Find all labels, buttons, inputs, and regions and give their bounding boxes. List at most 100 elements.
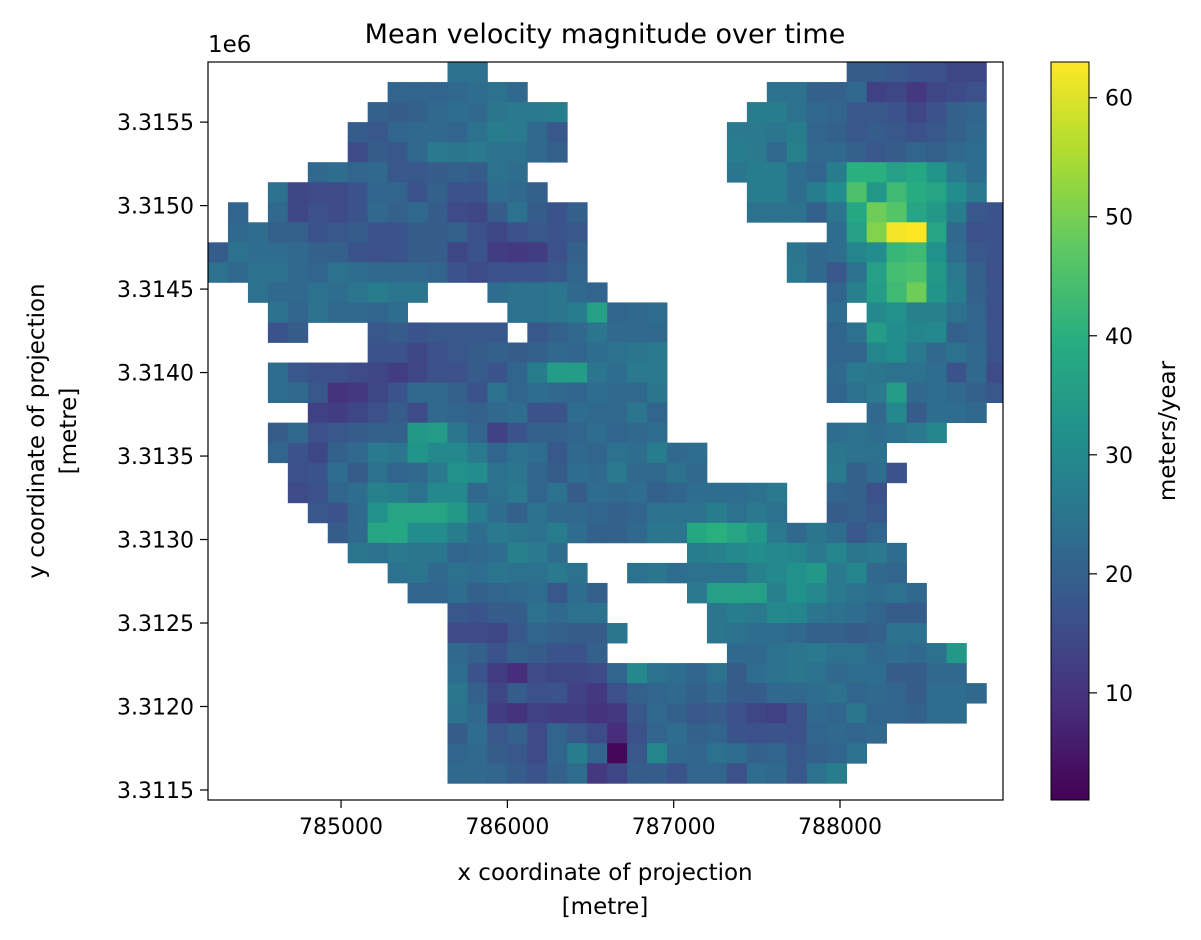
- heatmap-cell: [547, 442, 568, 464]
- heatmap-cell: [367, 402, 389, 424]
- heatmap-cell: [387, 182, 408, 203]
- heatmap-cell: [866, 643, 887, 664]
- heatmap-cell: [387, 142, 408, 163]
- heatmap-cell: [926, 382, 947, 404]
- heatmap-cell: [407, 382, 428, 404]
- heatmap-cell: [886, 362, 907, 383]
- heatmap-cell: [527, 202, 548, 223]
- heatmap-cell: [567, 222, 588, 243]
- heatmap-cell: [367, 362, 389, 383]
- heatmap-cell: [686, 522, 708, 544]
- heatmap-cell: [946, 683, 967, 704]
- heatmap-cell: [766, 723, 788, 744]
- heatmap-cell: [327, 162, 349, 183]
- heatmap-cell: [846, 162, 868, 183]
- heatmap-cell: [806, 202, 828, 223]
- heatmap-cell: [367, 182, 389, 203]
- heatmap-cell: [467, 222, 488, 243]
- heatmap-cell: [507, 623, 528, 644]
- heatmap-cell: [467, 362, 488, 383]
- heatmap-cell: [906, 422, 927, 444]
- heatmap-cell: [287, 422, 309, 444]
- heatmap-cell: [786, 743, 808, 764]
- heatmap-cell: [607, 362, 628, 383]
- heatmap-cell: [347, 282, 369, 303]
- heatmap-cell: [706, 562, 728, 584]
- heatmap-cell: [706, 663, 728, 684]
- heatmap-cell: [966, 122, 987, 143]
- heatmap-cell: [906, 122, 927, 143]
- y-tick-label: 3.3150: [117, 195, 194, 220]
- heatmap-cell: [567, 562, 588, 584]
- heatmap-cell: [347, 122, 369, 143]
- heatmap-cell: [706, 683, 728, 704]
- heatmap-cell: [886, 542, 907, 564]
- heatmap-cell: [527, 683, 548, 704]
- heatmap-cell: [427, 502, 448, 524]
- heatmap-cell: [307, 222, 329, 243]
- heatmap-cell: [267, 222, 289, 243]
- colorbar-tick-label: 30: [1105, 444, 1133, 469]
- heatmap-cell: [746, 623, 768, 644]
- heatmap-cell: [487, 102, 508, 123]
- heatmap-cell: [407, 442, 428, 464]
- heatmap-cell: [607, 302, 628, 323]
- heatmap-cell: [527, 743, 548, 764]
- heatmap-cell: [527, 222, 548, 243]
- heatmap-cell: [686, 542, 708, 564]
- heatmap-cell: [946, 202, 967, 223]
- heatmap-cell: [766, 502, 788, 524]
- heatmap-cell: [886, 703, 907, 724]
- heatmap-cell: [407, 202, 428, 223]
- heatmap-cell: [407, 342, 428, 363]
- heatmap-cell: [726, 602, 748, 624]
- heatmap-cell: [766, 703, 788, 724]
- heatmap-cell: [906, 242, 927, 263]
- heatmap-cell: [906, 623, 927, 644]
- heatmap-cell: [906, 643, 927, 664]
- heatmap-cell: [407, 322, 428, 343]
- heatmap-cell: [427, 382, 448, 404]
- heatmap-cell: [986, 382, 1004, 404]
- heatmap-cell: [527, 723, 548, 744]
- heatmap-cell: [547, 362, 568, 383]
- heatmap-cell: [487, 582, 508, 604]
- heatmap-cell: [447, 623, 468, 644]
- heatmap-cell: [547, 242, 568, 263]
- heatmap-cell: [846, 262, 868, 283]
- heatmap-cell: [527, 242, 548, 263]
- heatmap-cell: [507, 582, 528, 604]
- y-axis-ticks: 3.3115 3.3120 3.3125 3.3130 3.3135 3.3140 3.31…: [117, 111, 208, 804]
- heatmap-cell: [647, 322, 668, 343]
- heatmap-cell: [826, 482, 848, 504]
- heatmap-cell: [886, 663, 907, 684]
- heatmap-cell: [467, 242, 488, 263]
- heatmap-cell: [467, 562, 488, 584]
- heatmap-cell: [706, 582, 728, 604]
- heatmap-cell: [387, 82, 408, 103]
- heatmap-cell: [567, 462, 588, 484]
- heatmap-cell: [507, 763, 528, 784]
- heatmap-cell: [487, 222, 508, 243]
- heatmap-cell: [806, 703, 828, 724]
- heatmap-cell: [627, 723, 648, 744]
- heatmap-cell: [607, 442, 628, 464]
- heatmap-cell: [227, 242, 249, 263]
- heatmap-cell: [447, 342, 468, 363]
- heatmap-cell: [287, 242, 309, 263]
- heatmap-cell: [846, 562, 868, 584]
- heatmap-cell: [926, 142, 947, 163]
- heatmap-cell: [667, 723, 688, 744]
- y-axis-label-line1: y coordinate of projection: [24, 283, 50, 578]
- heatmap-cell: [806, 262, 828, 283]
- heatmap-cell: [826, 502, 848, 524]
- colorbar-tick-label: 10: [1105, 682, 1133, 707]
- heatmap-cell: [307, 302, 329, 323]
- heatmap-cell: [307, 162, 329, 183]
- heatmap-cell: [367, 302, 389, 323]
- heatmap-cell: [866, 502, 887, 524]
- colorbar-ticks: 10 20 30 40 50 60: [1089, 87, 1133, 707]
- heatmap-cell: [407, 462, 428, 484]
- heatmap-cell: [627, 322, 648, 343]
- heatmap-cell: [347, 262, 369, 283]
